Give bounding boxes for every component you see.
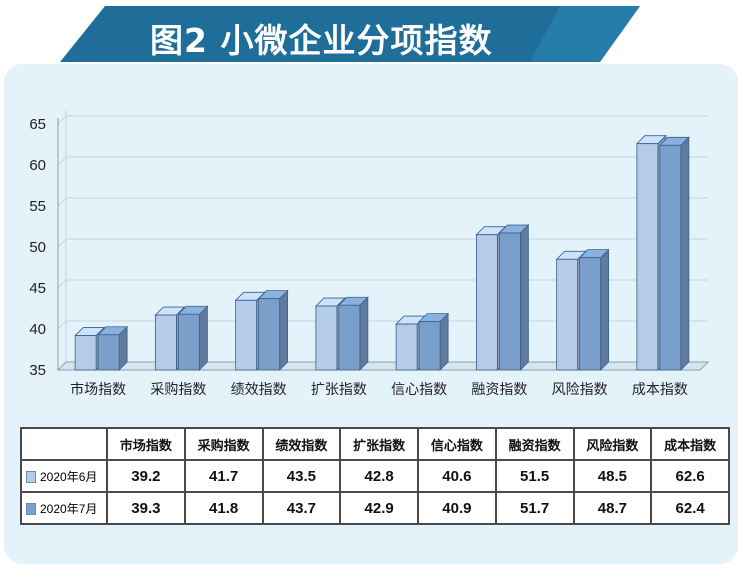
bar-side bbox=[519, 224, 529, 371]
chart-title: 图2 小微企业分项指数 bbox=[150, 21, 493, 60]
y-tick-label: 50 bbox=[29, 239, 46, 256]
bar-side bbox=[680, 136, 690, 371]
y-tick-label: 65 bbox=[29, 116, 46, 133]
bar-side bbox=[439, 312, 449, 371]
bar-june bbox=[315, 305, 338, 371]
bar-side bbox=[198, 305, 208, 371]
table-header: 融资指数 bbox=[494, 427, 575, 461]
bar-july bbox=[579, 257, 602, 371]
y-tick-label: 40 bbox=[29, 321, 46, 338]
table-cell: 39.2 bbox=[106, 459, 186, 493]
bar-chart: 35 40 45 50 55 60 65 市场指数 采购指数 绩效指数 扩张指数 信心指数 融资指数 风险… bbox=[29, 110, 710, 398]
bar-june bbox=[556, 258, 579, 371]
bar-july bbox=[97, 334, 120, 371]
x-tick-label: 扩张指数 bbox=[311, 382, 367, 398]
x-tick-label: 市场指数 bbox=[70, 381, 126, 398]
grid-line-depth bbox=[57, 156, 67, 166]
table-header: 绩效指数 bbox=[261, 427, 342, 461]
table-cell: 40.9 bbox=[417, 491, 497, 525]
x-tick-label: 成本指数 bbox=[632, 382, 688, 398]
table-cell: 42.8 bbox=[339, 459, 419, 493]
table-cell: 39.3 bbox=[106, 491, 186, 525]
grid-line-depth bbox=[57, 320, 67, 330]
x-tick-label: 绩效指数 bbox=[231, 382, 287, 398]
bar-july bbox=[498, 232, 521, 371]
bar-june bbox=[154, 314, 177, 371]
table-header: 信心指数 bbox=[417, 427, 497, 461]
table-cell: 43.5 bbox=[261, 459, 342, 493]
grid-line-depth bbox=[57, 279, 67, 289]
y-tick-label: 35 bbox=[29, 362, 46, 379]
row-label-text: 2020年6月 bbox=[40, 469, 98, 484]
x-tick-label: 采购指数 bbox=[150, 382, 206, 398]
grid-line-depth bbox=[57, 115, 67, 125]
y-tick-label: 45 bbox=[29, 280, 46, 297]
bar-june bbox=[235, 299, 258, 371]
table-row: 2020年6月 39.2 41.7 43.5 42.8 40.6 51.5 48… bbox=[20, 459, 730, 493]
table-cell: 62.4 bbox=[650, 491, 730, 525]
bar-july bbox=[258, 298, 281, 371]
bar-july bbox=[338, 304, 361, 371]
table-cell: 40.6 bbox=[417, 459, 497, 493]
x-tick-label: 风险指数 bbox=[552, 382, 608, 398]
table-cell: 48.5 bbox=[572, 459, 653, 493]
bar-june bbox=[636, 143, 659, 371]
x-tick-label: 信心指数 bbox=[391, 382, 447, 398]
table-header: 风险指数 bbox=[572, 427, 653, 461]
y-tick-label: 60 bbox=[29, 157, 46, 174]
grid-line-depth bbox=[57, 197, 67, 207]
table-corner bbox=[20, 427, 108, 461]
bar-side bbox=[600, 248, 610, 371]
table-cell: 51.7 bbox=[494, 491, 575, 525]
data-table: 市场指数 采购指数 绩效指数 扩张指数 信心指数 融资指数 风险指数 成本指数 … bbox=[20, 427, 730, 525]
table-header: 成本指数 bbox=[650, 427, 730, 461]
table-cell: 42.9 bbox=[339, 491, 419, 525]
bar-july bbox=[659, 144, 682, 371]
table-cell: 43.7 bbox=[261, 491, 342, 525]
bar-june bbox=[475, 234, 498, 371]
table-cell: 48.7 bbox=[572, 491, 653, 525]
grid-line-depth bbox=[57, 238, 67, 248]
table-cell: 51.5 bbox=[494, 459, 575, 493]
bar-june bbox=[395, 323, 418, 371]
table-cell: 41.8 bbox=[183, 491, 264, 525]
title-banner bbox=[60, 6, 640, 62]
bar-july bbox=[418, 321, 441, 371]
row-label: 2020年7月 bbox=[20, 491, 108, 525]
y-tick-label: 55 bbox=[29, 198, 46, 215]
bar-june bbox=[74, 335, 97, 371]
legend-swatch-june bbox=[26, 471, 36, 484]
table-header-row: 市场指数 采购指数 绩效指数 扩张指数 信心指数 融资指数 风险指数 成本指数 bbox=[20, 427, 730, 461]
table-header: 采购指数 bbox=[183, 427, 264, 461]
bar-side bbox=[359, 296, 369, 371]
row-label: 2020年6月 bbox=[20, 459, 108, 493]
bar-july bbox=[177, 313, 200, 371]
row-label-text: 2020年7月 bbox=[40, 501, 98, 516]
legend-swatch-july bbox=[26, 503, 36, 516]
bar-side bbox=[279, 289, 289, 371]
table-header: 市场指数 bbox=[106, 427, 186, 461]
table-cell: 41.7 bbox=[183, 459, 264, 493]
table-cell: 62.6 bbox=[650, 459, 730, 493]
table-row: 2020年7月 39.3 41.8 43.7 42.9 40.9 51.7 48… bbox=[20, 491, 730, 525]
table-header: 扩张指数 bbox=[339, 427, 419, 461]
x-tick-label: 融资指数 bbox=[471, 382, 527, 398]
